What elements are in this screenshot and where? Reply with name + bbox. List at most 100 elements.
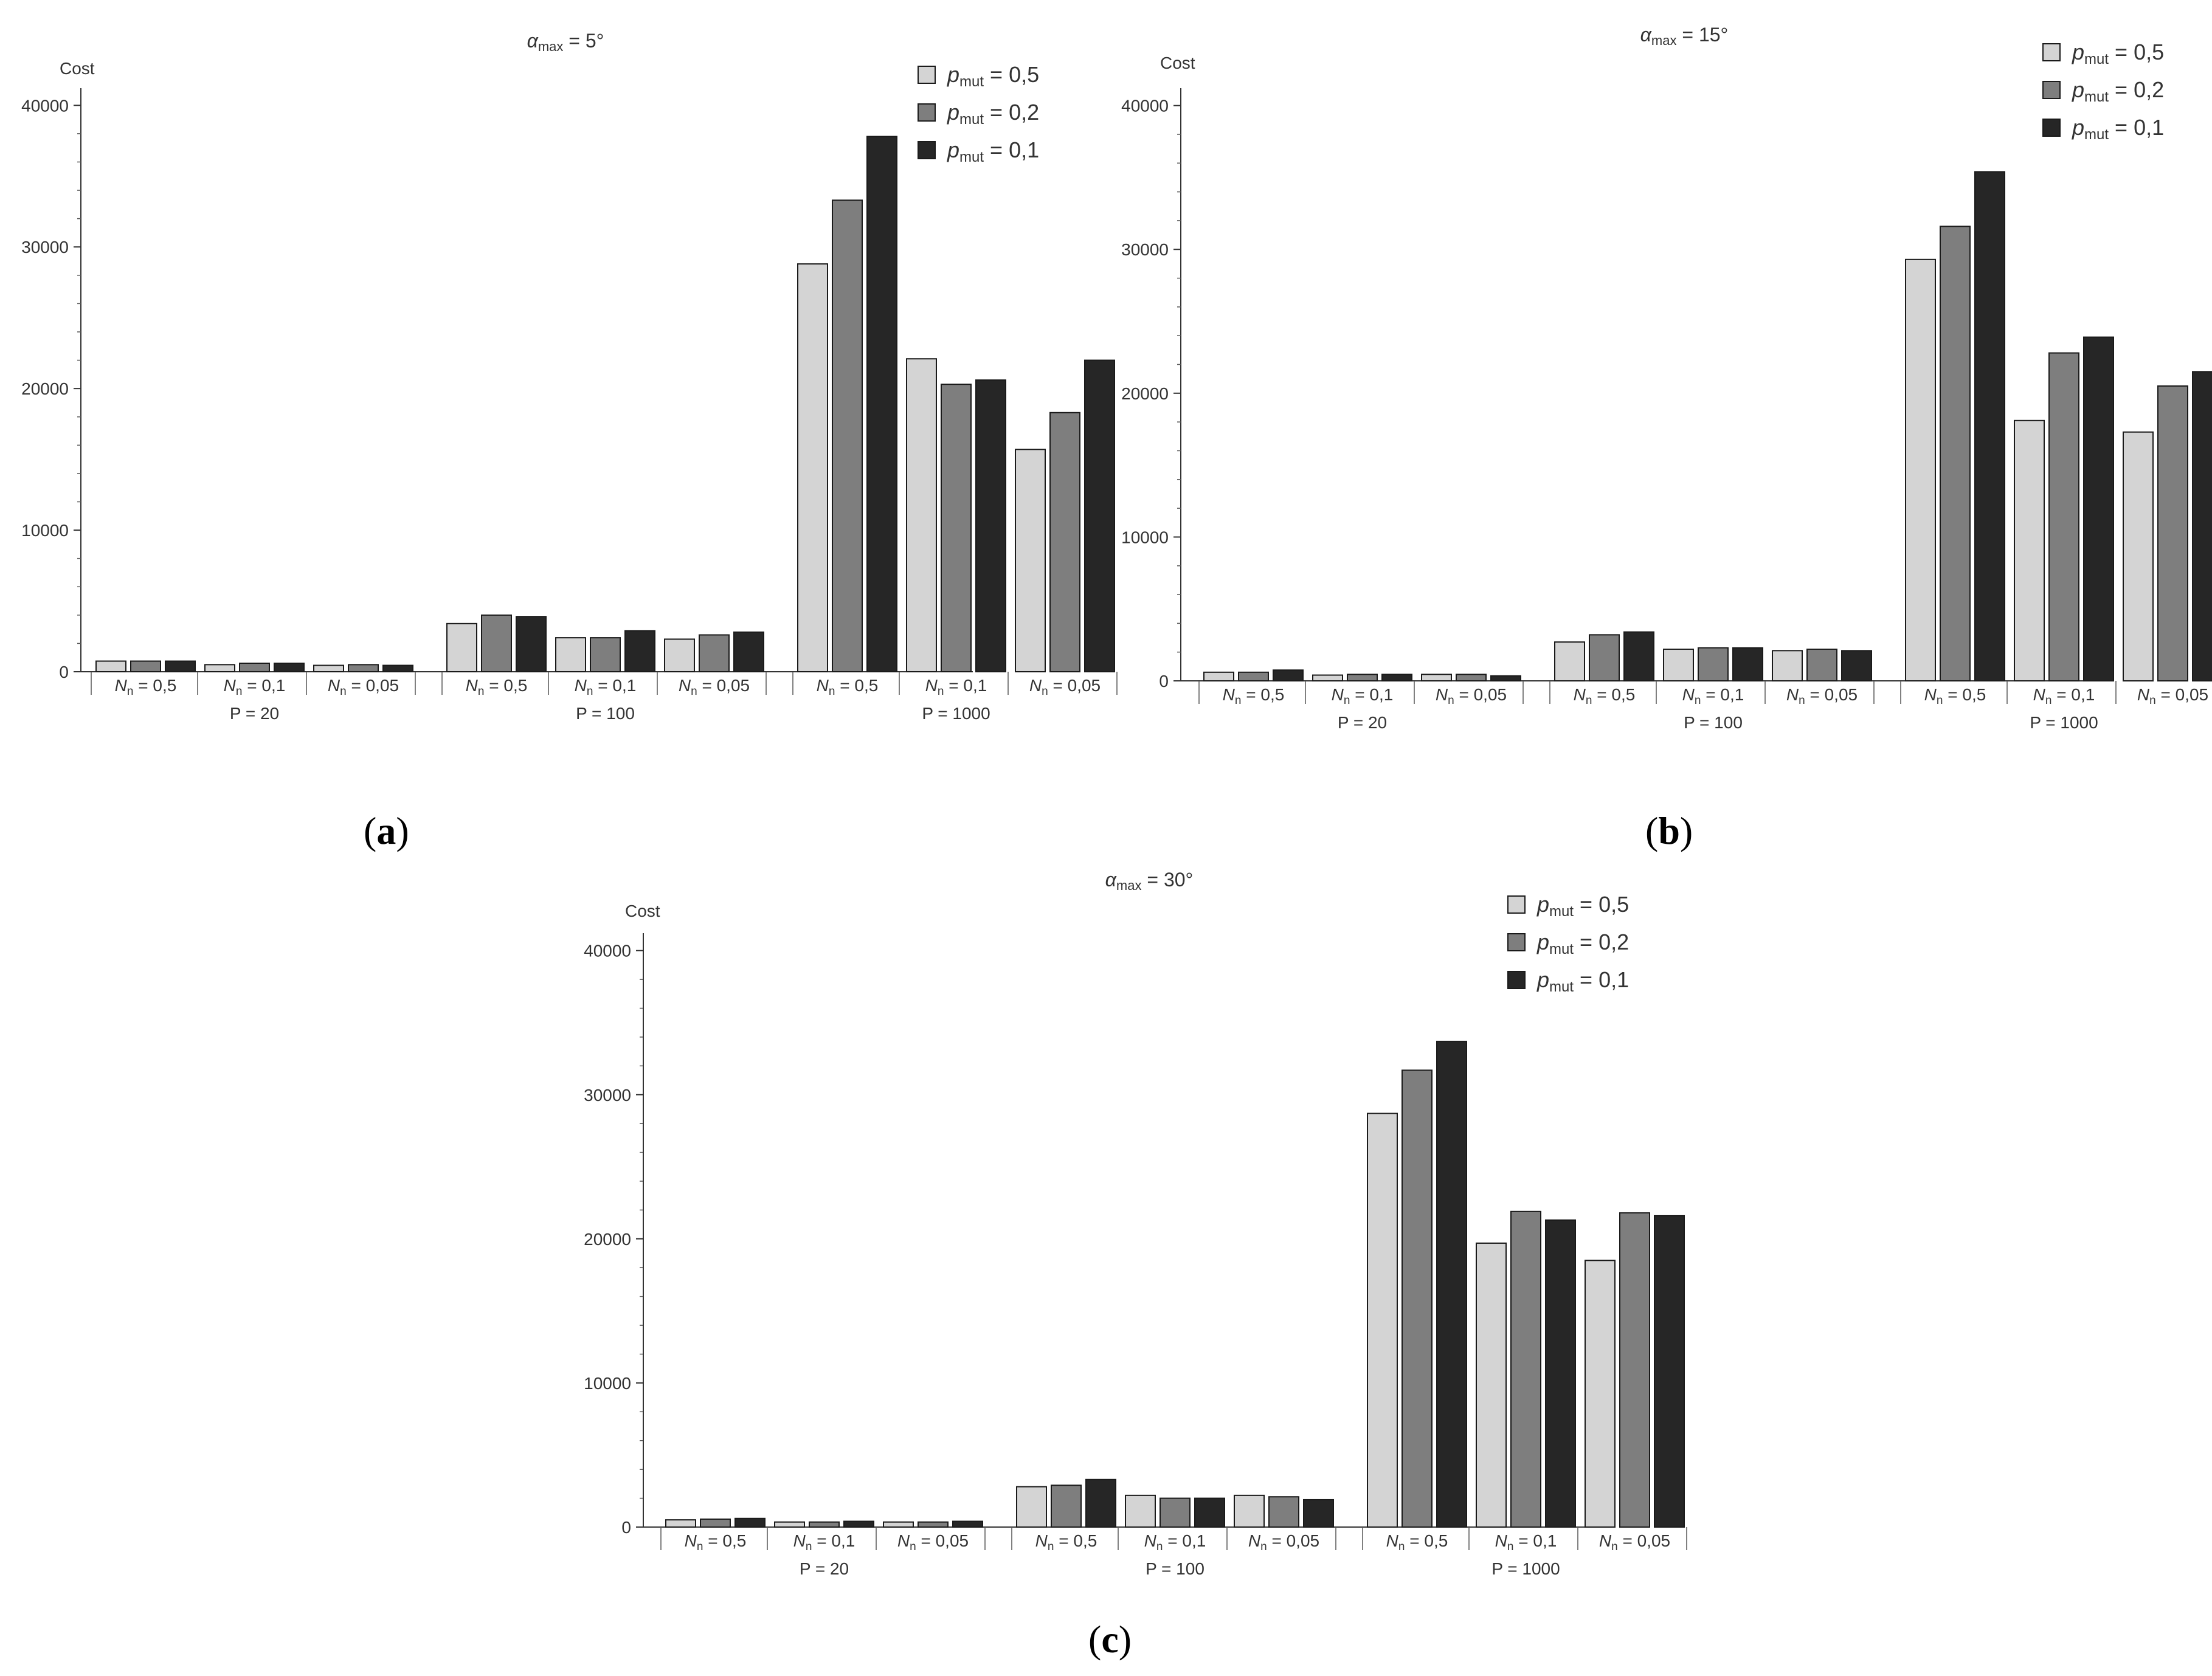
bar	[2157, 385, 2188, 681]
bar	[1381, 674, 1412, 681]
legend-label: pmut = 0,1	[947, 137, 1039, 165]
bar	[1303, 1498, 1334, 1528]
y-tick-label: 20000	[1121, 384, 1169, 403]
bar	[1051, 1485, 1082, 1528]
bar	[1273, 669, 1304, 682]
bar	[1402, 1069, 1433, 1528]
bar	[1663, 648, 1694, 681]
category-label: Nn = 0,05	[1248, 1531, 1319, 1553]
category-label: Nn = 0,05	[1029, 676, 1101, 698]
legend-label: pmut = 0,2	[947, 100, 1039, 128]
bar	[797, 263, 828, 673]
bar	[1698, 647, 1729, 681]
bar	[1772, 650, 1803, 681]
bar	[1203, 671, 1234, 682]
group-label: P = 1000	[2030, 713, 2098, 732]
bar	[2048, 352, 2079, 681]
bar	[382, 664, 413, 673]
subfigure-caption-b: (b)	[1645, 809, 1693, 852]
category-label: Nn = 0,1	[1682, 685, 1744, 707]
bar	[481, 614, 512, 673]
legend-label: pmut = 0,5	[1536, 892, 1629, 920]
bar	[274, 663, 305, 673]
group-label: P = 20	[1338, 713, 1387, 732]
bar	[313, 664, 344, 673]
bar	[941, 384, 972, 672]
bar	[1312, 674, 1343, 682]
category-label: Nn = 0,1	[1144, 1531, 1206, 1553]
chart-panel-c: αmax = 30° Cost 0 10000 20000 30000 40000 Nn = …	[584, 869, 1687, 1578]
legend-swatch	[918, 66, 936, 84]
bar	[1456, 674, 1487, 681]
subfigure-caption-a: (a)	[364, 809, 409, 852]
bar	[2123, 431, 2154, 682]
group-label: P = 1000	[922, 704, 990, 723]
bar	[734, 1517, 766, 1528]
y-tick-label: 10000	[584, 1374, 631, 1393]
category-label: Nn = 0,5	[1574, 685, 1636, 707]
category-label: Nn = 0,1	[925, 676, 987, 698]
bar	[1015, 449, 1046, 672]
bar	[906, 358, 937, 672]
group-label: P = 1000	[1491, 1559, 1560, 1578]
legend-swatch	[918, 141, 936, 159]
category-label: Nn = 0,5	[1223, 685, 1285, 707]
category-label: Nn = 0,05	[897, 1531, 969, 1553]
bar	[2083, 336, 2114, 681]
bar	[1476, 1242, 1507, 1528]
bar	[1585, 1260, 1616, 1528]
category-label: Nn = 0,5	[1035, 1531, 1097, 1553]
bar	[1490, 675, 1521, 681]
y-axis-label: Cost	[60, 59, 95, 78]
bar	[809, 1521, 840, 1528]
category-label: Nn = 0,1	[575, 676, 637, 698]
bar	[975, 379, 1006, 672]
bar	[555, 637, 586, 672]
legend-swatch	[2042, 81, 2061, 99]
bar	[918, 1521, 949, 1528]
category-label: Nn = 0,5	[466, 676, 528, 698]
bar	[664, 638, 695, 673]
bar	[1016, 1486, 1047, 1528]
bar	[1841, 650, 1872, 681]
legend-swatch	[2042, 43, 2061, 61]
legend-label: pmut = 0,1	[2072, 115, 2164, 143]
category-label: Nn = 0,5	[685, 1531, 747, 1553]
y-tick-label: 40000	[584, 942, 631, 960]
legend-swatch	[1507, 971, 1526, 989]
bar	[1654, 1215, 1685, 1528]
subfigure-caption-c: (c)	[1088, 1618, 1132, 1661]
y-axis-label: Cost	[625, 902, 660, 920]
y-axis-label: Cost	[1160, 53, 1195, 72]
bar	[832, 199, 863, 673]
bar	[1085, 1478, 1116, 1528]
y-tick-label: 0	[621, 1518, 631, 1537]
legend-swatch	[1507, 933, 1526, 951]
bar	[1436, 1041, 1467, 1528]
legend-swatch	[1507, 895, 1526, 914]
category-label: Nn = 0,1	[793, 1531, 855, 1553]
y-tick-label: 30000	[584, 1086, 631, 1105]
category-label: Nn = 0,05	[1599, 1531, 1670, 1553]
y-tick-label: 30000	[1121, 240, 1169, 259]
bar	[1554, 641, 1585, 681]
bar	[516, 616, 547, 672]
chart-title: αmax = 15°	[1640, 24, 1729, 48]
bar	[1125, 1494, 1156, 1528]
bar	[1974, 171, 2005, 681]
chart-title: αmax = 30°	[1105, 869, 1194, 893]
y-tick-label: 40000	[1121, 97, 1169, 116]
bar	[1268, 1496, 1299, 1528]
category-label: Nn = 0,05	[679, 676, 750, 698]
bar	[1421, 674, 1452, 681]
category-label: Nn = 0,05	[1436, 685, 1507, 707]
bar	[1160, 1497, 1191, 1528]
bar	[1194, 1497, 1225, 1528]
category-label: Nn = 0,5	[817, 676, 879, 698]
group-label: P = 100	[1684, 713, 1743, 732]
bar	[446, 622, 477, 673]
bar	[1623, 631, 1654, 682]
legend-label: pmut = 0,1	[1536, 967, 1629, 995]
bar	[952, 1520, 983, 1528]
bar	[1347, 674, 1378, 681]
